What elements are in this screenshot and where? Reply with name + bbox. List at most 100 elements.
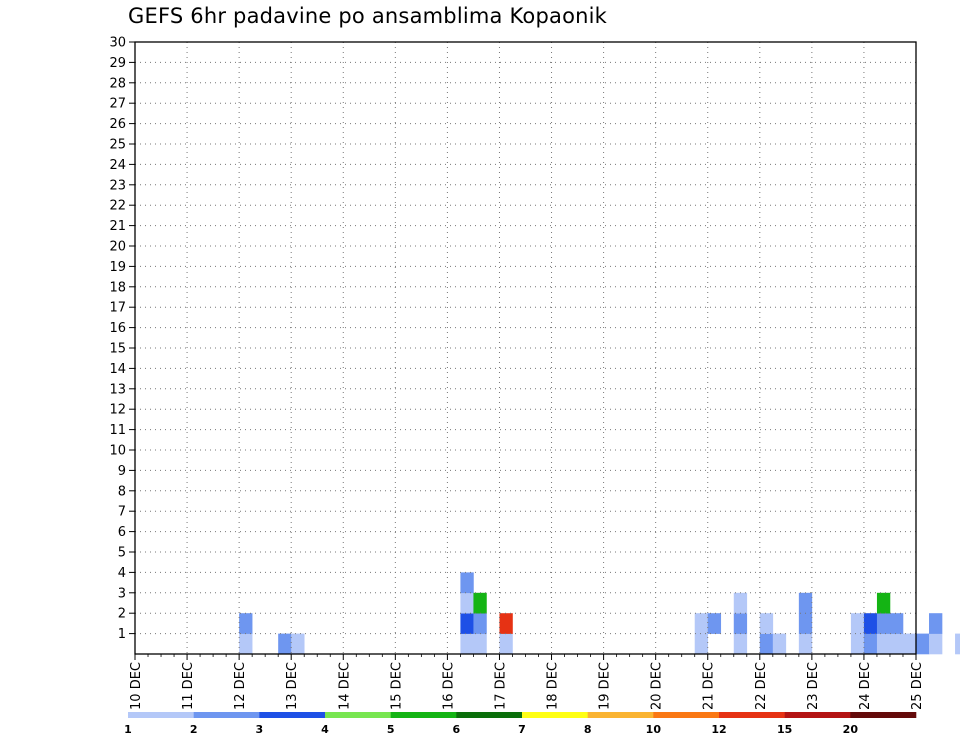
heatmap-cell	[850, 613, 865, 634]
chart-title: GEFS 6hr padavine po ansamblima Kopaonik	[128, 4, 608, 28]
colorbar-label: 8	[584, 723, 592, 736]
heatmap-cell	[889, 613, 904, 634]
heatmap-cell	[473, 633, 487, 655]
x-tick-label: 23 DEC	[806, 662, 821, 710]
colorbar-swatch	[128, 712, 194, 718]
colorbar-label: 10	[646, 723, 662, 736]
heatmap-cell	[916, 633, 930, 655]
heatmap-cell	[239, 633, 253, 655]
heatmap-cell	[772, 633, 787, 655]
y-tick-label: 12	[109, 403, 126, 418]
y-tick-label: 30	[109, 36, 126, 51]
y-tick-label: 18	[109, 280, 126, 295]
y-tick-label: 24	[109, 158, 126, 173]
heatmap-cell	[460, 572, 474, 594]
colorbar-swatch	[193, 712, 260, 718]
heatmap-cell	[460, 613, 474, 634]
y-tick-label: 6	[118, 525, 126, 540]
heatmap-cell	[473, 613, 487, 634]
heatmap-cell	[707, 613, 722, 634]
heatmap-cell	[929, 633, 943, 655]
heatmap-cell	[499, 613, 513, 634]
colorbar-swatch	[784, 712, 851, 718]
x-tick-label: 15 DEC	[389, 662, 404, 710]
y-tick-label: 1	[118, 627, 126, 642]
x-tick-label: 22 DEC	[754, 662, 769, 710]
heatmap-cell	[955, 633, 960, 655]
y-tick-label: 2	[118, 607, 126, 622]
heatmap-cell	[733, 592, 748, 614]
heatmap-cell	[733, 633, 748, 655]
y-tick-label: 26	[109, 117, 126, 132]
x-tick-label: 17 DEC	[493, 662, 508, 710]
x-tick-label: 14 DEC	[337, 662, 352, 710]
y-tick-label: 27	[109, 97, 126, 112]
colorbar-swatch	[522, 712, 588, 718]
y-tick-label: 22	[109, 199, 126, 214]
y-tick-label: 7	[118, 505, 126, 520]
heatmap-cell	[759, 633, 774, 655]
heatmap-cell	[798, 633, 813, 655]
colorbar-swatch	[850, 712, 917, 718]
heatmap-cell	[239, 613, 253, 634]
colorbar-label: 7	[518, 723, 526, 736]
y-tick-label: 13	[109, 382, 126, 397]
colorbar-swatch	[719, 712, 785, 718]
colorbar-swatch	[259, 712, 326, 718]
y-tick-label: 9	[118, 464, 126, 479]
x-tick-label: 10 DEC	[129, 662, 144, 710]
colorbar-swatch	[325, 712, 391, 718]
x-tick-label: 25 DEC	[910, 662, 925, 710]
y-tick-label: 20	[109, 240, 126, 255]
colorbar-label: 4	[321, 723, 329, 736]
colorbar-swatch	[390, 712, 457, 718]
heatmap-cell	[876, 613, 891, 634]
colorbar-label: 2	[190, 723, 198, 736]
colorbar-label: 3	[256, 723, 264, 736]
heatmap-cell	[929, 613, 943, 634]
heatmap-cell	[473, 592, 487, 614]
colorbar-swatch	[653, 712, 720, 718]
heatmap-cell	[863, 633, 878, 655]
x-tick-label: 12 DEC	[233, 662, 248, 710]
heatmap-cell	[863, 613, 878, 634]
y-tick-label: 10	[109, 444, 126, 459]
y-tick-label: 21	[109, 219, 126, 234]
colorbar-label: 15	[777, 723, 792, 736]
colorbar-swatch	[456, 712, 523, 718]
colorbar-swatch	[587, 712, 654, 718]
y-tick-label: 3	[118, 586, 126, 601]
x-tick-label: 16 DEC	[441, 662, 456, 710]
heatmap-cell	[460, 592, 474, 614]
heatmap-cell	[499, 633, 513, 655]
colorbar-label: 12	[711, 723, 726, 736]
heatmap-cell	[889, 633, 904, 655]
heatmap-cell	[291, 633, 305, 655]
y-tick-label: 17	[109, 301, 126, 316]
y-tick-label: 15	[109, 342, 126, 357]
heatmap-cell	[850, 633, 865, 655]
y-tick-label: 4	[118, 566, 126, 581]
x-tick-label: 20 DEC	[650, 662, 665, 710]
x-tick-label: 13 DEC	[285, 662, 300, 710]
colorbar-label: 6	[453, 723, 461, 736]
x-tick-label: 21 DEC	[702, 662, 717, 710]
colorbar-label: 5	[387, 723, 395, 736]
heatmap-cell	[460, 633, 474, 655]
y-tick-label: 16	[109, 321, 126, 336]
x-tick-label: 24 DEC	[858, 662, 873, 710]
y-tick-label: 25	[109, 138, 126, 153]
y-tick-label: 19	[109, 260, 126, 275]
heatmap-cell	[876, 633, 891, 655]
y-tick-label: 28	[109, 76, 126, 91]
y-tick-label: 23	[109, 178, 126, 193]
colorbar-label: 1	[124, 723, 132, 736]
colorbar-label: 20	[843, 723, 859, 736]
heatmap-cell	[876, 592, 891, 614]
heatmap-cell	[798, 592, 813, 614]
heatmap-cell	[278, 633, 292, 655]
heatmap-cell	[694, 633, 709, 655]
heatmap-cell	[798, 613, 813, 634]
x-tick-label: 11 DEC	[181, 662, 196, 710]
